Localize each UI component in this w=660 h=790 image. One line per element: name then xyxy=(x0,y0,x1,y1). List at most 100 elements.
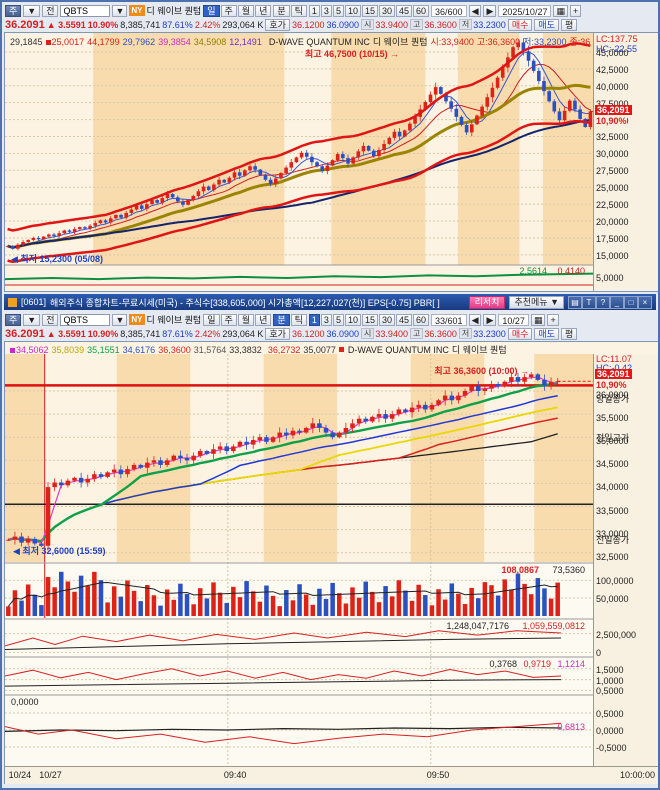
high-price-value: 36.3600 xyxy=(424,328,457,339)
period-button-1[interactable]: 주 xyxy=(220,4,237,17)
time-tick-4: 10:00:00 xyxy=(619,770,655,780)
interval-button-10[interactable]: 10 xyxy=(344,313,361,326)
interval-button-10[interactable]: 10 xyxy=(344,4,361,17)
price-tick: 17,5000 xyxy=(596,233,629,244)
titlebar-icon-0[interactable]: ▤ xyxy=(568,295,582,309)
tab-0[interactable]: 매수 xyxy=(507,18,533,31)
interval-group: 1 3 5 10 15 30 45 60 xyxy=(308,4,430,17)
scroll-left-button[interactable]: ◀ xyxy=(468,313,482,326)
minute-tick-button-1[interactable]: 틱 xyxy=(290,313,307,326)
interval-button-1[interactable]: 1 xyxy=(308,313,320,326)
period-button-2[interactable]: 월 xyxy=(237,4,255,17)
tab-1[interactable]: 매도 xyxy=(534,18,559,31)
tool-button-1[interactable]: ▼ xyxy=(23,313,41,326)
date-picker[interactable]: 10/27 xyxy=(498,313,529,326)
period-button-2[interactable]: 월 xyxy=(237,313,255,326)
period-button-3[interactable]: 년 xyxy=(255,313,272,326)
interval-button-15[interactable]: 15 xyxy=(361,313,378,326)
period-button-0[interactable]: 일 xyxy=(203,4,220,17)
app-icon xyxy=(8,297,17,307)
minute-tick-button-1[interactable]: 틱 xyxy=(290,4,307,17)
titlebar-icon-5[interactable]: × xyxy=(638,295,652,309)
low-price: 저 33.2300 xyxy=(458,19,506,30)
time-tick-1: 10/27 xyxy=(39,770,62,780)
current-price-badge: 36,2091 xyxy=(595,105,632,116)
legend-square-icon xyxy=(338,347,344,352)
hc-label: HC:-22.55 xyxy=(596,44,638,54)
interval-button-45[interactable]: 45 xyxy=(396,4,413,17)
price-tick: 32,5000 xyxy=(596,551,629,562)
price-tick: 20,0000 xyxy=(596,217,629,228)
time-axis[interactable]: 10/24 10/27 09:40 09:50 10:00:00 xyxy=(5,766,658,784)
interval-button-30[interactable]: 30 xyxy=(378,313,395,326)
tab-2[interactable]: 평 xyxy=(560,327,578,340)
minute-tick-button-0[interactable]: 분 xyxy=(273,4,290,17)
titlebar-icon-4[interactable]: □ xyxy=(624,295,638,309)
interval-button-15[interactable]: 15 xyxy=(361,4,378,17)
tool-button-2[interactable]: 전 xyxy=(42,4,59,17)
high-price: 고 36.3600 xyxy=(409,19,457,30)
symbol-input[interactable] xyxy=(60,4,111,17)
hoga-button[interactable]: 호가 xyxy=(265,18,290,31)
high-price: 고 36.3600 xyxy=(409,328,457,339)
grid-icon[interactable]: ▦ xyxy=(530,313,546,326)
indicator-value: 34,5908 xyxy=(194,37,227,47)
daily-candlestick-chart[interactable] xyxy=(5,33,593,291)
volume-rate: 2.42% xyxy=(194,328,221,339)
time-tick-3: 09:50 xyxy=(426,770,450,780)
tool-button-1[interactable]: ▼ xyxy=(23,4,41,17)
scroll-left-button[interactable]: ◀ xyxy=(468,4,482,17)
interval-button-1[interactable]: 1 xyxy=(308,4,320,17)
scroll-right-button[interactable]: ▶ xyxy=(483,313,497,326)
tab-1[interactable]: 매도 xyxy=(534,327,559,340)
interval-button-60[interactable]: 60 xyxy=(413,4,430,17)
minute-candlestick-chart[interactable] xyxy=(5,354,593,766)
tool-button-2[interactable]: 전 xyxy=(42,313,59,326)
indicator-value-text: 39,3854 xyxy=(158,36,191,47)
period-button-0[interactable]: 일 xyxy=(203,313,220,326)
interval-button-5[interactable]: 5 xyxy=(332,313,344,326)
interval-button-30[interactable]: 30 xyxy=(378,4,395,17)
period-button-3[interactable]: 년 xyxy=(255,4,272,17)
minute-tick-button-0[interactable]: 분 xyxy=(273,313,290,326)
titlebar-icon-2[interactable]: ? xyxy=(596,295,610,309)
tool-button-0[interactable]: 주 xyxy=(5,313,22,326)
interval-button-3[interactable]: 3 xyxy=(320,4,332,17)
daily-chart-header: 29,1845 25,0017 44,1799 29,7962 39,3854 34,59… xyxy=(10,35,590,48)
reference-label: 전일종가 xyxy=(596,534,630,545)
indicator-value-text: 31,5764 xyxy=(193,344,227,355)
window-title: 해외주식 종합차트-무료시세(미국) - 주식수[338,605,000] 시가… xyxy=(50,297,440,308)
date-picker[interactable]: 2025/10/27 xyxy=(498,4,552,17)
sub-indicator-tick: 5,0000 xyxy=(596,273,624,283)
time-tick-2: 09:40 xyxy=(223,770,247,780)
grid-icon[interactable]: ▦ xyxy=(553,4,568,17)
scroll-right-button[interactable]: ▶ xyxy=(483,4,497,17)
interval-button-3[interactable]: 3 xyxy=(320,313,332,326)
titlebar-icon-1[interactable]: T xyxy=(582,295,596,309)
indicator-value-text: 36,3600 xyxy=(158,344,191,355)
interval-button-5[interactable]: 5 xyxy=(332,4,344,17)
research-button[interactable]: 리서치 xyxy=(468,295,506,309)
hoga-button[interactable]: 호가 xyxy=(265,327,290,340)
recommend-menu-button[interactable]: 추천메뉴 ▼ xyxy=(509,295,564,309)
tab-0[interactable]: 매수 xyxy=(507,327,533,340)
symbol-dropdown-icon[interactable]: ▼ xyxy=(112,4,128,17)
volume-tick: 100,0000 xyxy=(596,576,634,587)
indicator-value-text: 34,6176 xyxy=(122,344,156,355)
interval-button-45[interactable]: 45 xyxy=(396,313,413,326)
low-price: 저 33.2300 xyxy=(458,328,506,339)
price-change: ▲ 3.5591 xyxy=(46,328,86,339)
tool-button-0[interactable]: 주 xyxy=(5,4,22,17)
tab-2[interactable]: 평 xyxy=(560,18,578,31)
indicator-value-text: 33,3832 xyxy=(229,344,262,355)
symbol-input[interactable] xyxy=(60,313,111,326)
crosshair-icon[interactable]: + xyxy=(569,4,582,17)
period-button-1[interactable]: 주 xyxy=(220,313,237,326)
crosshair-icon[interactable]: + xyxy=(547,313,559,326)
lc-label: LC:11.07 xyxy=(596,354,632,364)
interval-button-60[interactable]: 60 xyxy=(413,313,430,326)
ask-price: 36.1200 xyxy=(291,328,325,339)
titlebar-icon-3[interactable]: _ xyxy=(610,295,624,309)
symbol-dropdown-icon[interactable]: ▼ xyxy=(112,313,128,326)
